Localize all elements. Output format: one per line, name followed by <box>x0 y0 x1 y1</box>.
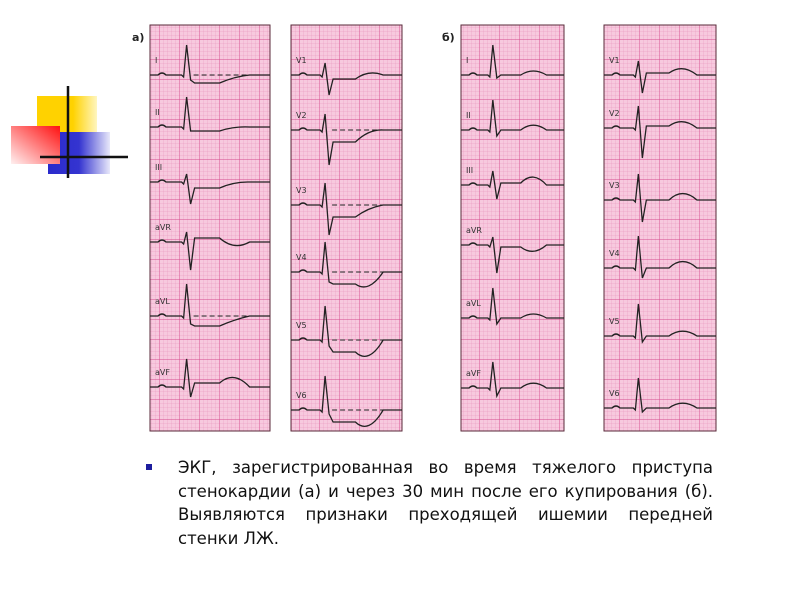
panel-label-b: б) <box>442 31 455 44</box>
lead-label: V3 <box>296 186 307 195</box>
lead-label: V3 <box>609 181 620 190</box>
ecg-grid <box>290 24 403 432</box>
ecg-trace-V1 <box>604 60 716 94</box>
ecg-trace-V6 <box>291 375 402 427</box>
ecg-trace-V4 <box>291 241 402 288</box>
lead-label: V2 <box>296 111 307 120</box>
lead-label: III <box>466 166 473 175</box>
lead-label: I <box>466 56 468 65</box>
ecg-grid <box>460 24 565 432</box>
ecg-grid <box>603 24 717 432</box>
lead-label: aVR <box>466 226 482 235</box>
ecg-grid <box>149 24 271 432</box>
panel-label-a: а) <box>132 31 145 44</box>
slide-decoration-logo <box>11 86 128 178</box>
lead-label: II <box>466 111 471 120</box>
lead-label: II <box>155 108 160 117</box>
ecg-trace-V1 <box>291 62 402 96</box>
lead-label: V1 <box>296 56 307 65</box>
ecg-trace-II <box>461 99 564 138</box>
lead-label: V4 <box>296 253 307 262</box>
lead-label: V1 <box>609 56 620 65</box>
lead-label: V2 <box>609 109 620 118</box>
ecg-trace-III <box>461 170 564 200</box>
lead-label: aVF <box>155 368 170 377</box>
ecg-trace-V2 <box>604 105 716 159</box>
ecg-figure: IIIIIIaVRaVLaVFV1V2V3V4V5V6IIIIIIaVRaVLa… <box>149 24 717 432</box>
bullet-icon <box>146 464 152 470</box>
lead-label: V5 <box>296 321 307 330</box>
lead-label: V4 <box>609 249 620 258</box>
ecg-trace-V4 <box>604 235 716 279</box>
caption-text: ЭКГ, зарегистрированная во время тяжелог… <box>178 458 713 548</box>
ecg-trace-V6 <box>604 377 716 414</box>
ecg-trace-aVF <box>461 361 564 399</box>
lead-label: aVL <box>466 299 481 308</box>
ecg-trace-aVF <box>150 358 270 398</box>
ecg-trace-aVL <box>461 287 564 326</box>
ecg-trace-aVL <box>150 283 270 327</box>
ecg-trace-V2 <box>291 113 402 166</box>
ecg-trace-V3 <box>604 173 716 223</box>
ecg-trace-aVR <box>461 236 564 274</box>
ecg-trace-V5 <box>291 305 402 357</box>
lead-label: aVL <box>155 297 170 306</box>
lead-label: I <box>155 56 157 65</box>
lead-label: V5 <box>609 317 620 326</box>
lead-label: V6 <box>609 389 620 398</box>
ecg-trace-V5 <box>604 303 716 344</box>
ecg-trace-III <box>150 173 270 205</box>
lead-label: aVR <box>155 223 171 232</box>
ecg-trace-II <box>150 96 270 132</box>
lead-label: aVF <box>466 369 481 378</box>
ecg-trace-aVR <box>150 231 270 271</box>
ecg-trace-I <box>461 44 564 80</box>
ecg-trace-I <box>150 44 270 84</box>
ecg-trace-V3 <box>291 182 402 236</box>
lead-label: III <box>155 163 162 172</box>
lead-label: V6 <box>296 391 307 400</box>
